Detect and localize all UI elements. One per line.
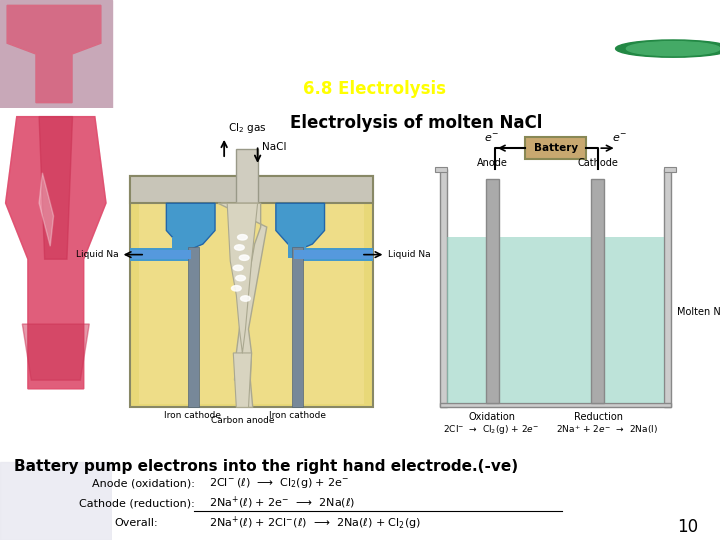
- Bar: [440, 403, 671, 407]
- Circle shape: [231, 286, 241, 291]
- Polygon shape: [6, 117, 106, 389]
- Polygon shape: [276, 203, 325, 249]
- Text: Anode (oxidation):: Anode (oxidation):: [91, 478, 194, 488]
- Bar: [188, 247, 199, 407]
- Circle shape: [235, 245, 244, 250]
- Text: Liquid Na: Liquid Na: [76, 250, 119, 259]
- Bar: [130, 250, 191, 259]
- Bar: [440, 169, 447, 407]
- Bar: [0, 0, 112, 108]
- Text: Oxidation: Oxidation: [468, 413, 516, 422]
- Text: 2Na$^{+}$(ℓ) + 2Cl$^{-}$(ℓ)  ⟶  2Na(ℓ) + Cl$_{2}$(g): 2Na$^{+}$(ℓ) + 2Cl$^{-}$(ℓ) ⟶ 2Na(ℓ) + C…: [209, 515, 420, 532]
- Text: $e^{-}$: $e^{-}$: [485, 133, 500, 144]
- Text: 2Na$^{+}$ + 2$e^{-}$  →  2Na(l): 2Na$^{+}$ + 2$e^{-}$ → 2Na(l): [556, 423, 657, 436]
- Bar: [130, 176, 373, 407]
- Bar: [486, 179, 499, 403]
- Polygon shape: [221, 203, 258, 407]
- Polygon shape: [7, 5, 101, 103]
- Bar: [664, 166, 676, 172]
- Text: $e^{-}$: $e^{-}$: [612, 133, 627, 144]
- Text: Electrolysis of molten NaCl: Electrolysis of molten NaCl: [289, 114, 542, 132]
- Text: Cathode (reduction):: Cathode (reduction):: [78, 498, 194, 508]
- Bar: [664, 169, 671, 407]
- Circle shape: [239, 255, 249, 260]
- Polygon shape: [218, 203, 266, 407]
- Circle shape: [616, 40, 720, 57]
- Circle shape: [233, 265, 243, 271]
- Text: Overall:: Overall:: [114, 518, 158, 529]
- Polygon shape: [6, 117, 106, 389]
- Text: 6.8 Electrolysis: 6.8 Electrolysis: [303, 79, 446, 98]
- Bar: [292, 247, 303, 407]
- Text: Battery pump electrons into the right hand electrode.(-ve): Battery pump electrons into the right ha…: [14, 459, 518, 474]
- Circle shape: [235, 275, 246, 281]
- Polygon shape: [39, 173, 53, 246]
- Text: 2Cl$^{-}$ (ℓ)  ⟶  Cl$_{2}$(g) + 2e$^{-}$: 2Cl$^{-}$ (ℓ) ⟶ Cl$_{2}$(g) + 2e$^{-}$: [209, 476, 349, 490]
- Text: Reduction: Reduction: [574, 413, 623, 422]
- Bar: [436, 166, 447, 172]
- Text: Liquid Na: Liquid Na: [388, 250, 431, 259]
- Text: Anode: Anode: [477, 158, 508, 167]
- Text: 2Cl$^{-}$  →  Cl$_2$(g) + 2$e^{-}$: 2Cl$^{-}$ → Cl$_2$(g) + 2$e^{-}$: [444, 423, 540, 436]
- Polygon shape: [22, 324, 89, 380]
- Circle shape: [626, 42, 720, 56]
- Bar: [294, 250, 373, 259]
- Bar: [130, 248, 191, 261]
- Polygon shape: [166, 203, 215, 249]
- Bar: [236, 149, 258, 203]
- Text: Cl$_2$ gas: Cl$_2$ gas: [228, 121, 267, 135]
- Polygon shape: [39, 117, 73, 259]
- Bar: [591, 179, 604, 403]
- Text: Iron cathode: Iron cathode: [164, 411, 221, 420]
- Bar: [447, 237, 664, 403]
- Text: Molten NaCl: Molten NaCl: [678, 307, 720, 317]
- Bar: [300, 248, 373, 261]
- Bar: [130, 176, 373, 203]
- Circle shape: [240, 296, 251, 301]
- FancyBboxPatch shape: [526, 137, 586, 159]
- Text: Cathode: Cathode: [577, 158, 618, 167]
- Text: Carbon anode: Carbon anode: [211, 416, 274, 425]
- Polygon shape: [7, 5, 101, 103]
- Bar: [139, 193, 364, 404]
- Circle shape: [238, 234, 247, 240]
- Text: Iron cathode: Iron cathode: [269, 411, 326, 420]
- Text: Chapter 6 / Electrochemistry: Chapter 6 / Electrochemistry: [184, 23, 565, 46]
- Text: NaCl: NaCl: [262, 142, 287, 152]
- Bar: [288, 237, 306, 258]
- Bar: [173, 237, 191, 258]
- Text: 10: 10: [678, 518, 698, 536]
- Bar: [0, 462, 112, 540]
- Text: Battery: Battery: [534, 143, 577, 153]
- Text: 2Na$^{+}$(ℓ) + 2e$^{-}$  ⟶  2Na(ℓ): 2Na$^{+}$(ℓ) + 2e$^{-}$ ⟶ 2Na(ℓ): [209, 495, 355, 511]
